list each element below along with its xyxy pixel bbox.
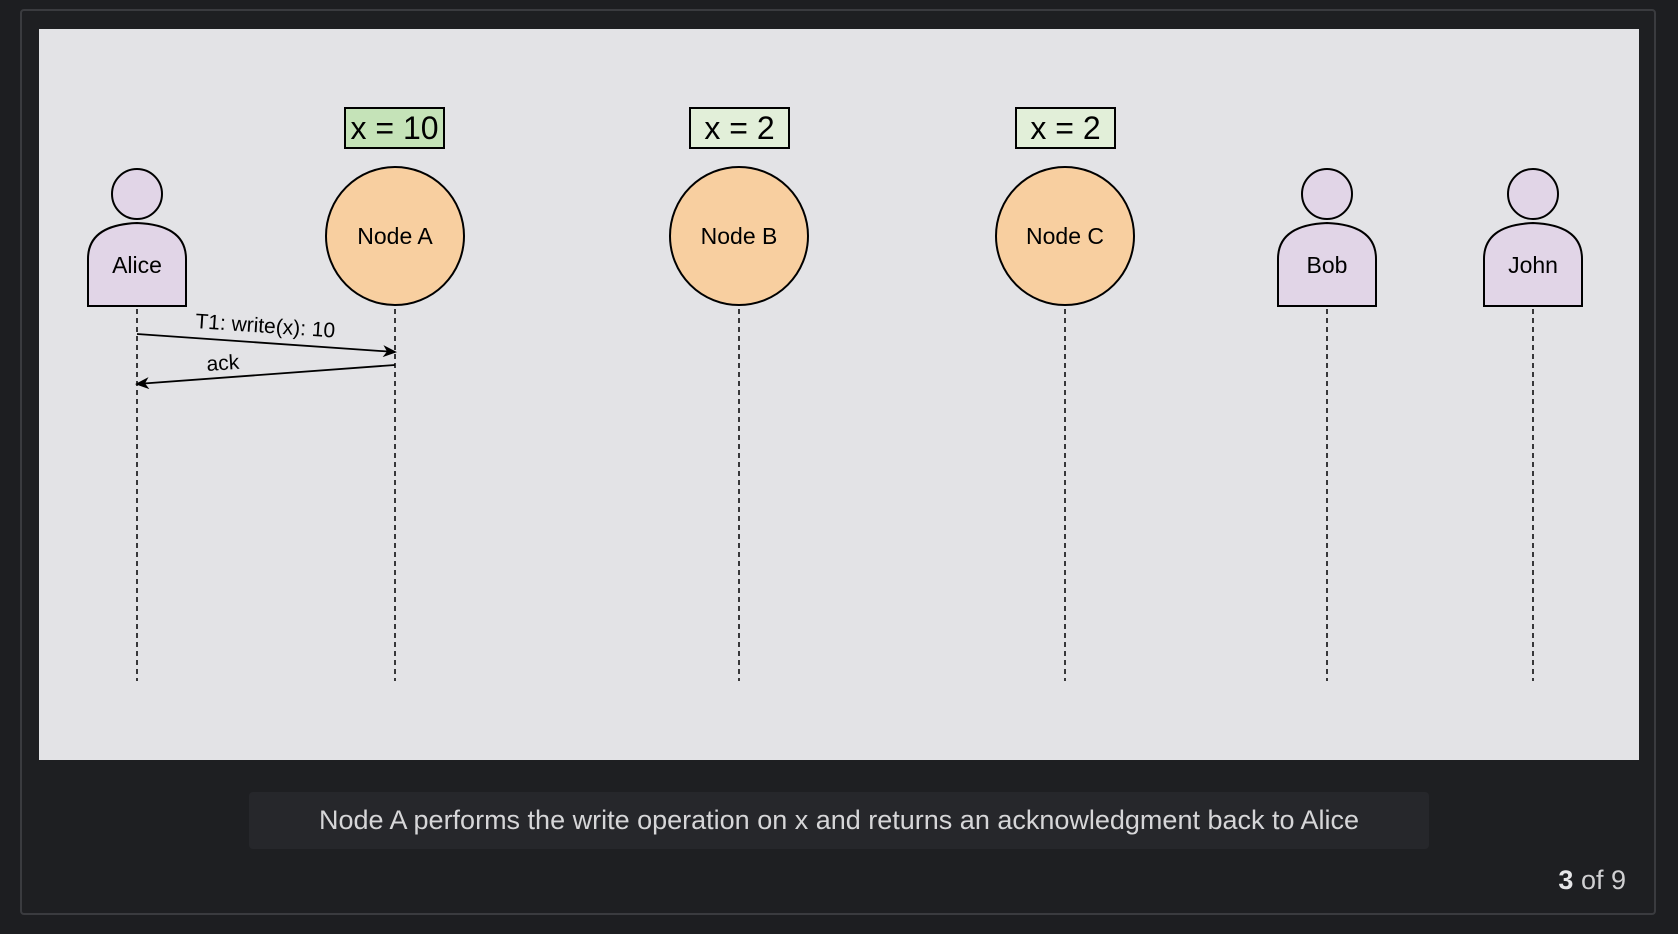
person-icon-head: [111, 168, 163, 220]
message-label: ack: [206, 351, 241, 376]
sequence-diagram: Alice x = 10 Node A x = 2 Node B x = 2 N…: [87, 107, 1583, 681]
actor-bob: Bob: [1277, 168, 1377, 307]
actor-label: Alice: [112, 252, 162, 278]
person-icon-head: [1507, 168, 1559, 220]
slide-counter: 3 of 9: [1558, 865, 1626, 896]
person-icon-body: [1277, 221, 1377, 307]
total-slides-text: of 9: [1573, 865, 1626, 895]
person-icon-body: [1483, 221, 1583, 307]
node-circle: [325, 166, 465, 306]
actor-alice: Alice: [87, 168, 187, 307]
value-label: x = 2: [704, 110, 774, 146]
person-icon-body: [87, 221, 187, 307]
message-write: T1: write(x): 10: [136, 310, 397, 358]
actor-john: John: [1483, 168, 1583, 307]
node-label: Node C: [1026, 223, 1104, 249]
message-arrow: [136, 333, 397, 358]
value-box: [689, 107, 790, 149]
node-label: Node B: [701, 223, 778, 249]
message-label: T1: write(x): 10: [195, 310, 336, 342]
message-ack: ack: [135, 351, 396, 390]
current-slide-number: 3: [1558, 865, 1574, 895]
slide-caption: Node A performs the write operation on x…: [249, 792, 1429, 849]
value-label: x = 10: [350, 110, 438, 146]
node-circle: [995, 166, 1135, 306]
value-label: x = 2: [1030, 110, 1100, 146]
value-box: [1015, 107, 1116, 149]
node-circle: [669, 166, 809, 306]
message-arrow: [135, 364, 396, 390]
node-c: x = 2 Node C: [995, 107, 1135, 306]
person-icon-head: [1301, 168, 1353, 220]
node-b: x = 2 Node B: [669, 107, 809, 306]
node-label: Node A: [357, 223, 433, 249]
diagram-canvas: Alice x = 10 Node A x = 2 Node B x = 2 N…: [39, 29, 1639, 760]
actor-label: Bob: [1307, 252, 1348, 278]
actor-label: John: [1508, 252, 1558, 278]
value-box: [344, 107, 445, 149]
caption-text: Node A performs the write operation on x…: [318, 805, 1360, 835]
node-a: x = 10 Node A: [325, 107, 465, 306]
